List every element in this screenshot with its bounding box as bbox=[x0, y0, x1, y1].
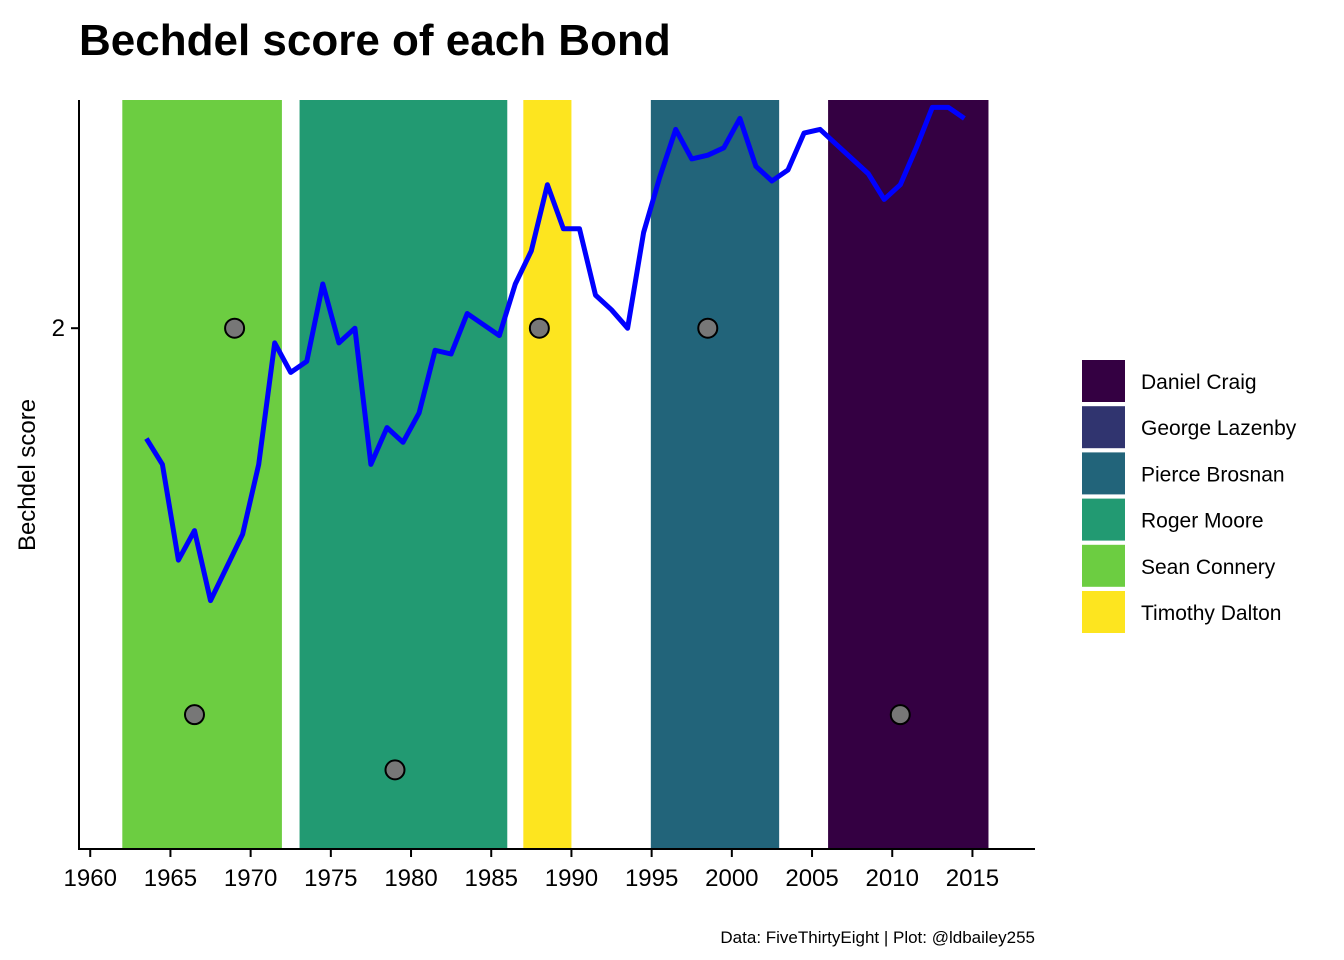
x-tick-label-7: 1995 bbox=[625, 865, 678, 892]
era-band-3 bbox=[650, 100, 780, 849]
legend-swatch-5 bbox=[1082, 591, 1125, 633]
legend-label-4: Sean Connery bbox=[1141, 556, 1276, 579]
film-points bbox=[183, 317, 911, 781]
actor-era-bands bbox=[122, 100, 989, 849]
legend-swatch-1 bbox=[1082, 406, 1125, 449]
legend-label-1: George Lazenby bbox=[1141, 417, 1297, 440]
x-tick-label-1: 1965 bbox=[144, 865, 197, 892]
film-point-2 bbox=[384, 759, 406, 781]
y-ticks: 2 bbox=[52, 315, 79, 342]
film-point-0 bbox=[183, 704, 205, 726]
x-tick-label-9: 2005 bbox=[785, 865, 838, 892]
film-point-5 bbox=[889, 704, 911, 726]
x-tick-label-3: 1975 bbox=[304, 865, 357, 892]
legend-label-5: Timothy Dalton bbox=[1141, 602, 1281, 625]
era-band-4 bbox=[828, 100, 989, 849]
y-axis-title: Bechdel score bbox=[14, 399, 41, 551]
axes bbox=[78, 100, 1035, 850]
x-ticks: 1960 1965 1970 1975 1980 1985 1990 1995 2000 2005… bbox=[64, 849, 999, 892]
x-tick-label-4: 1980 bbox=[384, 865, 437, 892]
legend-swatch-2 bbox=[1082, 452, 1125, 495]
legend-label-3: Roger Moore bbox=[1141, 510, 1264, 533]
x-tick-label-11: 2015 bbox=[946, 865, 999, 892]
x-tick-label-8: 2000 bbox=[705, 865, 758, 892]
film-point-1 bbox=[224, 317, 246, 339]
legend-swatch-3 bbox=[1082, 498, 1125, 541]
legend-label-2: Pierce Brosnan bbox=[1141, 463, 1285, 486]
legend: Daniel Craig George Lazenby Pierce Brosnan… bbox=[1082, 360, 1297, 633]
film-point-4 bbox=[697, 317, 719, 339]
x-tick-label-0: 1960 bbox=[64, 865, 117, 892]
film-point-3 bbox=[528, 317, 550, 339]
x-tick-label-2: 1970 bbox=[224, 865, 277, 892]
x-tick-label-10: 2010 bbox=[866, 865, 919, 892]
x-tick-label-6: 1990 bbox=[545, 865, 598, 892]
average-score-line bbox=[144, 104, 966, 604]
legend-swatch-0 bbox=[1082, 360, 1125, 402]
era-band-1 bbox=[299, 100, 508, 849]
y-tick-label-0: 2 bbox=[52, 315, 65, 342]
era-band-2 bbox=[523, 100, 572, 849]
caption: Data: FiveThirtyEight | Plot: @ldbailey2… bbox=[720, 928, 1035, 947]
x-tick-label-5: 1985 bbox=[465, 865, 518, 892]
legend-swatch-4 bbox=[1082, 544, 1125, 587]
chart-title: Bechdel score of each Bond bbox=[79, 16, 671, 65]
legend-label-0: Daniel Craig bbox=[1141, 371, 1257, 394]
average-line-layer bbox=[144, 104, 966, 604]
